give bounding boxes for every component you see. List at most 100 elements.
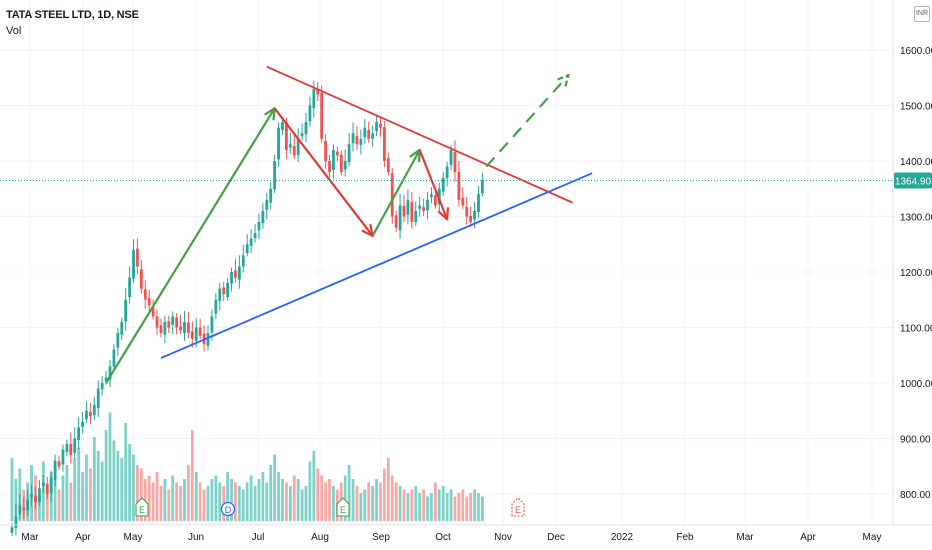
volume-bar: [124, 423, 128, 521]
volume-bar: [481, 496, 484, 521]
candle-body: [394, 215, 398, 228]
candle-body: [100, 383, 104, 390]
earnings-badge: [336, 497, 350, 517]
volume-bar: [437, 489, 441, 521]
time-axis[interactable]: Mar Apr May Jun Jul Aug Sep Oct Nov Dec 2022 Feb Mar…: [21, 532, 881, 543]
candle-body: [34, 495, 37, 503]
candle: [77, 416, 81, 450]
volume-bar: [85, 454, 88, 521]
volume-bar: [386, 458, 390, 521]
candle: [339, 150, 343, 176]
candle: [234, 258, 237, 283]
candle: [190, 321, 194, 348]
candle: [183, 310, 186, 341]
candle: [273, 154, 277, 194]
volume-bar: [112, 440, 116, 521]
candle-body: [41, 482, 45, 486]
volume-bar: [375, 479, 378, 521]
candle: [38, 480, 41, 506]
candle: [96, 380, 100, 417]
candle-body: [61, 449, 65, 465]
candle-body: [469, 215, 473, 223]
earnings-label: E: [515, 505, 521, 515]
candle: [143, 280, 147, 309]
candle-body: [261, 210, 265, 224]
candle-body: [379, 123, 382, 128]
candle-body: [285, 122, 288, 150]
volume-bar: [477, 493, 480, 521]
volume-bar: [426, 496, 429, 521]
candle-body: [206, 333, 210, 346]
candle-body: [339, 154, 343, 173]
candle: [296, 128, 300, 163]
candle-body: [449, 149, 453, 165]
candle: [394, 210, 398, 233]
candle: [371, 125, 375, 147]
candle: [175, 313, 179, 335]
volume-bar: [449, 489, 453, 521]
volume-bar: [465, 496, 469, 521]
candle: [136, 238, 139, 275]
candle-body: [320, 92, 324, 139]
candle-body: [210, 316, 214, 333]
arrow-head: [557, 73, 570, 87]
volume-bar: [390, 475, 394, 521]
volume-bar: [53, 479, 57, 521]
currency-badge[interactable]: INR: [914, 6, 930, 22]
candle: [465, 197, 469, 225]
candle-body: [453, 152, 457, 173]
event-marker-e: E: [336, 497, 350, 517]
volume-bar: [214, 475, 218, 521]
current-price-tag: 1364.90: [0, 172, 932, 189]
volume-bar: [147, 475, 151, 521]
candle: [288, 132, 292, 154]
candle-body: [402, 205, 406, 217]
candle: [418, 196, 422, 217]
candle-body: [332, 149, 335, 170]
volume-bar: [394, 482, 398, 521]
candle: [163, 315, 167, 344]
candle: [241, 244, 245, 273]
price-axis[interactable]: 1600.00 1500.00 1400.00 1300.00 1200.00 1100.…: [900, 46, 932, 501]
candle-body: [457, 172, 461, 200]
candle: [449, 145, 453, 171]
candle-body: [253, 233, 257, 239]
grid-lines: [0, 0, 893, 525]
candle: [151, 299, 155, 320]
candle-body: [155, 316, 159, 328]
earnings-label: E: [340, 505, 346, 515]
candle: [245, 234, 249, 257]
candle-body: [363, 127, 367, 138]
candle-body: [167, 321, 171, 328]
candle: [124, 288, 128, 331]
candle-body: [328, 161, 331, 173]
candle-body: [18, 505, 22, 515]
candle: [73, 427, 77, 459]
candle-body: [410, 202, 414, 223]
candle-body: [359, 138, 363, 145]
candle-body: [288, 144, 292, 148]
earnings-badge: [135, 497, 149, 517]
volume-bar: [128, 444, 131, 521]
candle-body: [461, 197, 465, 206]
candle: [332, 144, 335, 179]
candle-body: [241, 255, 245, 267]
trend-drawings[interactable]: [105, 65, 593, 384]
volume-label[interactable]: Vol: [6, 25, 22, 37]
candle-body: [304, 122, 308, 135]
candle-body: [128, 277, 131, 297]
volume-bar: [234, 482, 237, 521]
candle-body: [53, 460, 57, 481]
candle: [92, 396, 96, 421]
candle: [351, 122, 355, 152]
candle: [14, 504, 18, 536]
candle-body: [273, 161, 277, 190]
volume-bar: [312, 451, 316, 521]
symbol-title[interactable]: TATA STEEL LTD, 1D, NSE: [6, 9, 139, 21]
candle-body: [245, 244, 249, 254]
candle: [237, 255, 241, 289]
volume-bar: [171, 475, 175, 521]
candle: [347, 133, 351, 167]
